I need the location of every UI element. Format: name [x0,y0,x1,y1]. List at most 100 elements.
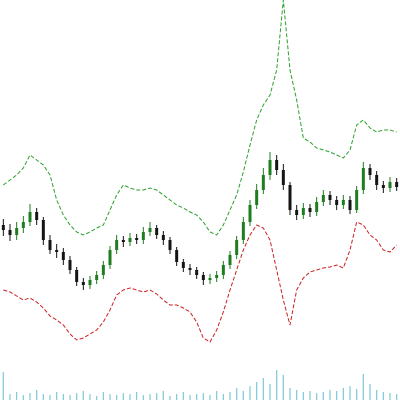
volume-bar [142,395,144,400]
candle-body [21,222,25,228]
volume-bar [382,392,384,400]
volume-bar [176,394,178,400]
volume-bar [349,386,351,400]
candle-body [221,265,225,275]
candle-body [228,255,232,265]
volume-bar [216,391,218,400]
candle-body [41,220,45,240]
candle-body [328,195,332,200]
volume-bar [396,394,398,400]
volume-bar [109,394,111,400]
volume-bar [22,395,24,400]
volume-bar [56,392,58,400]
candle-body [161,235,165,240]
candle-body [315,202,319,212]
candle-body [28,212,32,222]
volume-bar [269,384,271,400]
volume-bar [336,391,338,400]
volume-bar [162,391,164,400]
volume-bar [249,386,251,400]
volume-bar [89,394,91,400]
candle-body [15,228,19,235]
candle-body [255,190,259,205]
volume-bar [296,390,298,400]
candle-body [101,265,105,275]
candle-body [181,262,185,268]
candle-body [115,240,119,250]
volume-bar [329,390,331,400]
volume-bar [369,384,371,400]
volume-bar [222,394,224,400]
volume-bar [156,393,158,400]
volume-bar [256,382,258,400]
volume-bar [189,395,191,400]
volume-bar [169,396,171,400]
candle-body [128,238,132,242]
candle-body [281,170,285,185]
volume-bar [42,394,44,400]
volume-bar [376,390,378,400]
candle-body [375,175,379,185]
volume-bar [122,393,124,400]
volume-bar [356,389,358,400]
candle-body [295,210,299,215]
candle-body [168,240,172,250]
volume-bar [322,392,324,400]
candle-body [81,282,85,285]
candle-body [61,252,65,260]
candle-body [8,230,12,235]
volume-bar [69,395,71,400]
volume-bar [289,388,291,400]
band-line [3,221,398,343]
volume-bar [242,391,244,400]
volume-bar [129,394,131,400]
volume-bar [136,392,138,400]
candle-body [261,175,265,190]
volume-bar [96,396,98,400]
candle-body [388,182,392,188]
volume-bar [389,393,391,400]
candle-body [355,190,359,210]
candle-body [141,232,145,240]
candle-body [381,185,385,188]
candle-body [288,185,292,210]
candle-body [321,195,325,202]
volume-bar [116,395,118,400]
candle-body [215,275,219,278]
volume-bar [2,372,4,400]
volume-bar [29,393,31,400]
volume-bar [302,392,304,400]
volume-bar [9,394,11,400]
volume-bar [49,395,51,400]
volume-bar [102,392,104,400]
volume-bar [36,390,38,400]
volume-bar [342,388,344,400]
candle-body [301,208,305,215]
candle-body [135,238,139,240]
volume-bar [16,392,18,400]
candle-body [348,200,352,210]
candle-body [335,200,339,205]
candle-body [308,208,312,212]
volume-bar [196,394,198,400]
volume-bar [202,393,204,400]
candle-body [275,160,279,170]
candle-body [1,225,5,230]
candle-body [88,280,92,285]
candle-body [188,268,192,270]
volume-bar [229,392,231,400]
candle-body [121,240,125,242]
candle-body [148,228,152,232]
candle-body [201,275,205,280]
volume-bar [82,391,84,400]
candle-body [55,250,59,252]
volume-bar [309,391,311,400]
volume-bar [76,393,78,400]
volume-bar [62,394,64,400]
candle-body [268,160,272,175]
candle-body [341,200,345,205]
candle-body [68,260,72,270]
candle-body [195,270,199,275]
